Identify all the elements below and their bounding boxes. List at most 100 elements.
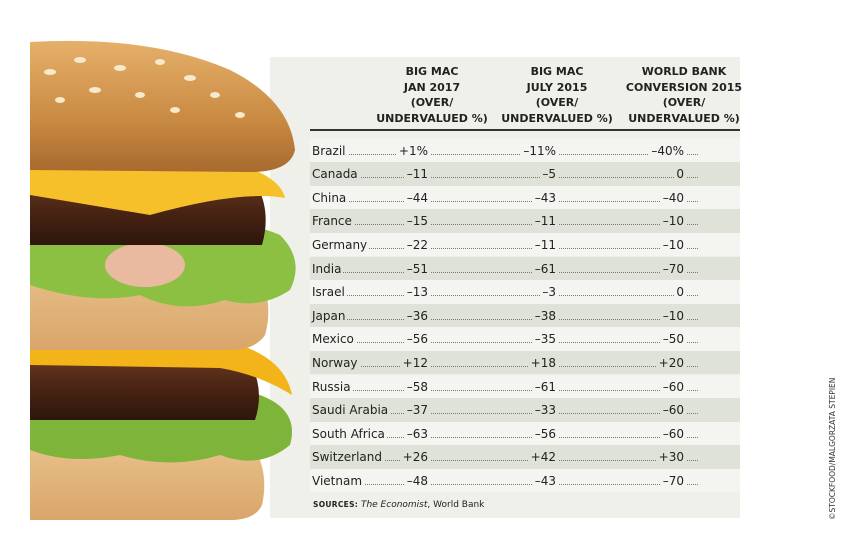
dot-leader [314, 389, 698, 391]
country: South Africa [310, 425, 387, 442]
value: –63 [404, 425, 430, 442]
value: –60 [660, 425, 686, 442]
country: Germany [310, 236, 370, 253]
country: Israel [310, 284, 347, 301]
value: –15 [404, 213, 430, 230]
value: –3 [540, 284, 558, 301]
header-line: BIG MAC [405, 65, 459, 78]
country: China [310, 189, 349, 206]
table-row: Saudi Arabia –37 –33 –60 [310, 398, 740, 422]
country: France [310, 213, 354, 230]
column-header: BIG MAC JAN 2017 (OVER/UNDERVALUED %) [367, 64, 497, 126]
value: –10 [660, 307, 686, 324]
table-row: Mexico –56 –35 –50 [310, 327, 740, 351]
header-rule [310, 129, 740, 131]
value: –36 [404, 307, 430, 324]
table-row: Russia –58 –61 –60 [310, 374, 740, 399]
dot-leader [314, 460, 698, 462]
dot-leader [314, 413, 698, 415]
value: +26 [400, 449, 430, 466]
value: –48 [404, 472, 430, 489]
source: The Economist [360, 500, 428, 510]
value: –50 [660, 331, 686, 348]
value: –10 [660, 236, 686, 253]
dot-leader [314, 436, 698, 438]
country: India [310, 260, 344, 277]
header-line: (OVER/ [662, 96, 706, 109]
dot-leader [314, 342, 698, 344]
column-header: WORLD BANK CONVERSION 2015 (OVER/UNDERVALU… [619, 64, 749, 126]
value: –60 [660, 378, 686, 395]
table-row: Japan –36 –38 –10 [310, 303, 740, 328]
country: Switzerland [310, 449, 384, 466]
value: +12 [400, 354, 430, 371]
table-row: Norway +12 +18 +20 [310, 350, 740, 375]
table-row: Israel –13 –3 0 [310, 280, 740, 304]
country: Japan [310, 307, 348, 324]
dot-leader [314, 224, 698, 226]
dot-leader [314, 200, 698, 202]
sources: SOURCES: The Economist, World Bank [313, 500, 484, 510]
header-line: JULY 2015 [526, 80, 588, 94]
value: +42 [528, 449, 558, 466]
header-line: WORLD BANK [641, 65, 727, 78]
value: –37 [404, 402, 430, 419]
value: –61 [532, 260, 558, 277]
value: –43 [532, 472, 558, 489]
value: –60 [660, 402, 686, 419]
value: –11 [532, 236, 558, 253]
value: –56 [532, 425, 558, 442]
value: –38 [532, 307, 558, 324]
value: –56 [404, 331, 430, 348]
value: –22 [404, 236, 430, 253]
table-row: India –51 –61 –70 [310, 256, 740, 281]
value: –58 [404, 378, 430, 395]
header-line: UNDERVALUED %) [501, 111, 613, 125]
dot-leader [314, 153, 698, 155]
value: +1% [396, 142, 430, 159]
value: +30 [656, 449, 686, 466]
value: –40% [649, 142, 686, 159]
value: –40 [660, 189, 686, 206]
dot-leader [314, 483, 698, 485]
header-line: (OVER/ [535, 96, 579, 109]
value: –70 [660, 260, 686, 277]
table-row: Germany –22 –11 –10 [310, 232, 740, 257]
value: –13 [404, 284, 430, 301]
header-line: BIG MAC [530, 65, 584, 78]
value: –35 [532, 331, 558, 348]
dot-leader [314, 365, 698, 367]
dot-leader [314, 177, 698, 179]
country: Brazil [310, 142, 348, 159]
header-line: (OVER/ [410, 96, 454, 109]
table-row: Canada –11 –5 0 [310, 162, 740, 186]
header-line: UNDERVALUED %) [376, 111, 488, 125]
value: –11% [521, 142, 558, 159]
table-row: Switzerland +26 +42 +30 [310, 445, 740, 469]
burger-image [30, 40, 296, 520]
value: –11 [532, 213, 558, 230]
dot-leader [314, 295, 698, 297]
value: +18 [528, 354, 558, 371]
table-row: China –44 –43 –40 [310, 185, 740, 210]
header-line: CONVERSION 2015 [625, 80, 743, 94]
dot-leader [314, 318, 698, 320]
source: , World Bank [427, 500, 485, 510]
value: –51 [404, 260, 430, 277]
country: Vietnam [310, 472, 365, 489]
value: 0 [674, 284, 686, 301]
value: –5 [540, 166, 558, 183]
value: –61 [532, 378, 558, 395]
country: Norway [310, 354, 360, 371]
column-header: BIG MAC JULY 2015 (OVER/UNDERVALUED %) [492, 64, 622, 126]
country: Canada [310, 166, 360, 183]
value: –11 [404, 166, 430, 183]
photo-credit: ©STOCKFOOD/MALGORZATA STEPIEN [828, 377, 837, 520]
value: 0 [674, 166, 686, 183]
header-line: JAN 2017 [403, 80, 461, 94]
value: –44 [404, 189, 430, 206]
table-row: South Africa –63 –56 –60 [310, 421, 740, 446]
value: –70 [660, 472, 686, 489]
dot-leader [314, 271, 698, 273]
